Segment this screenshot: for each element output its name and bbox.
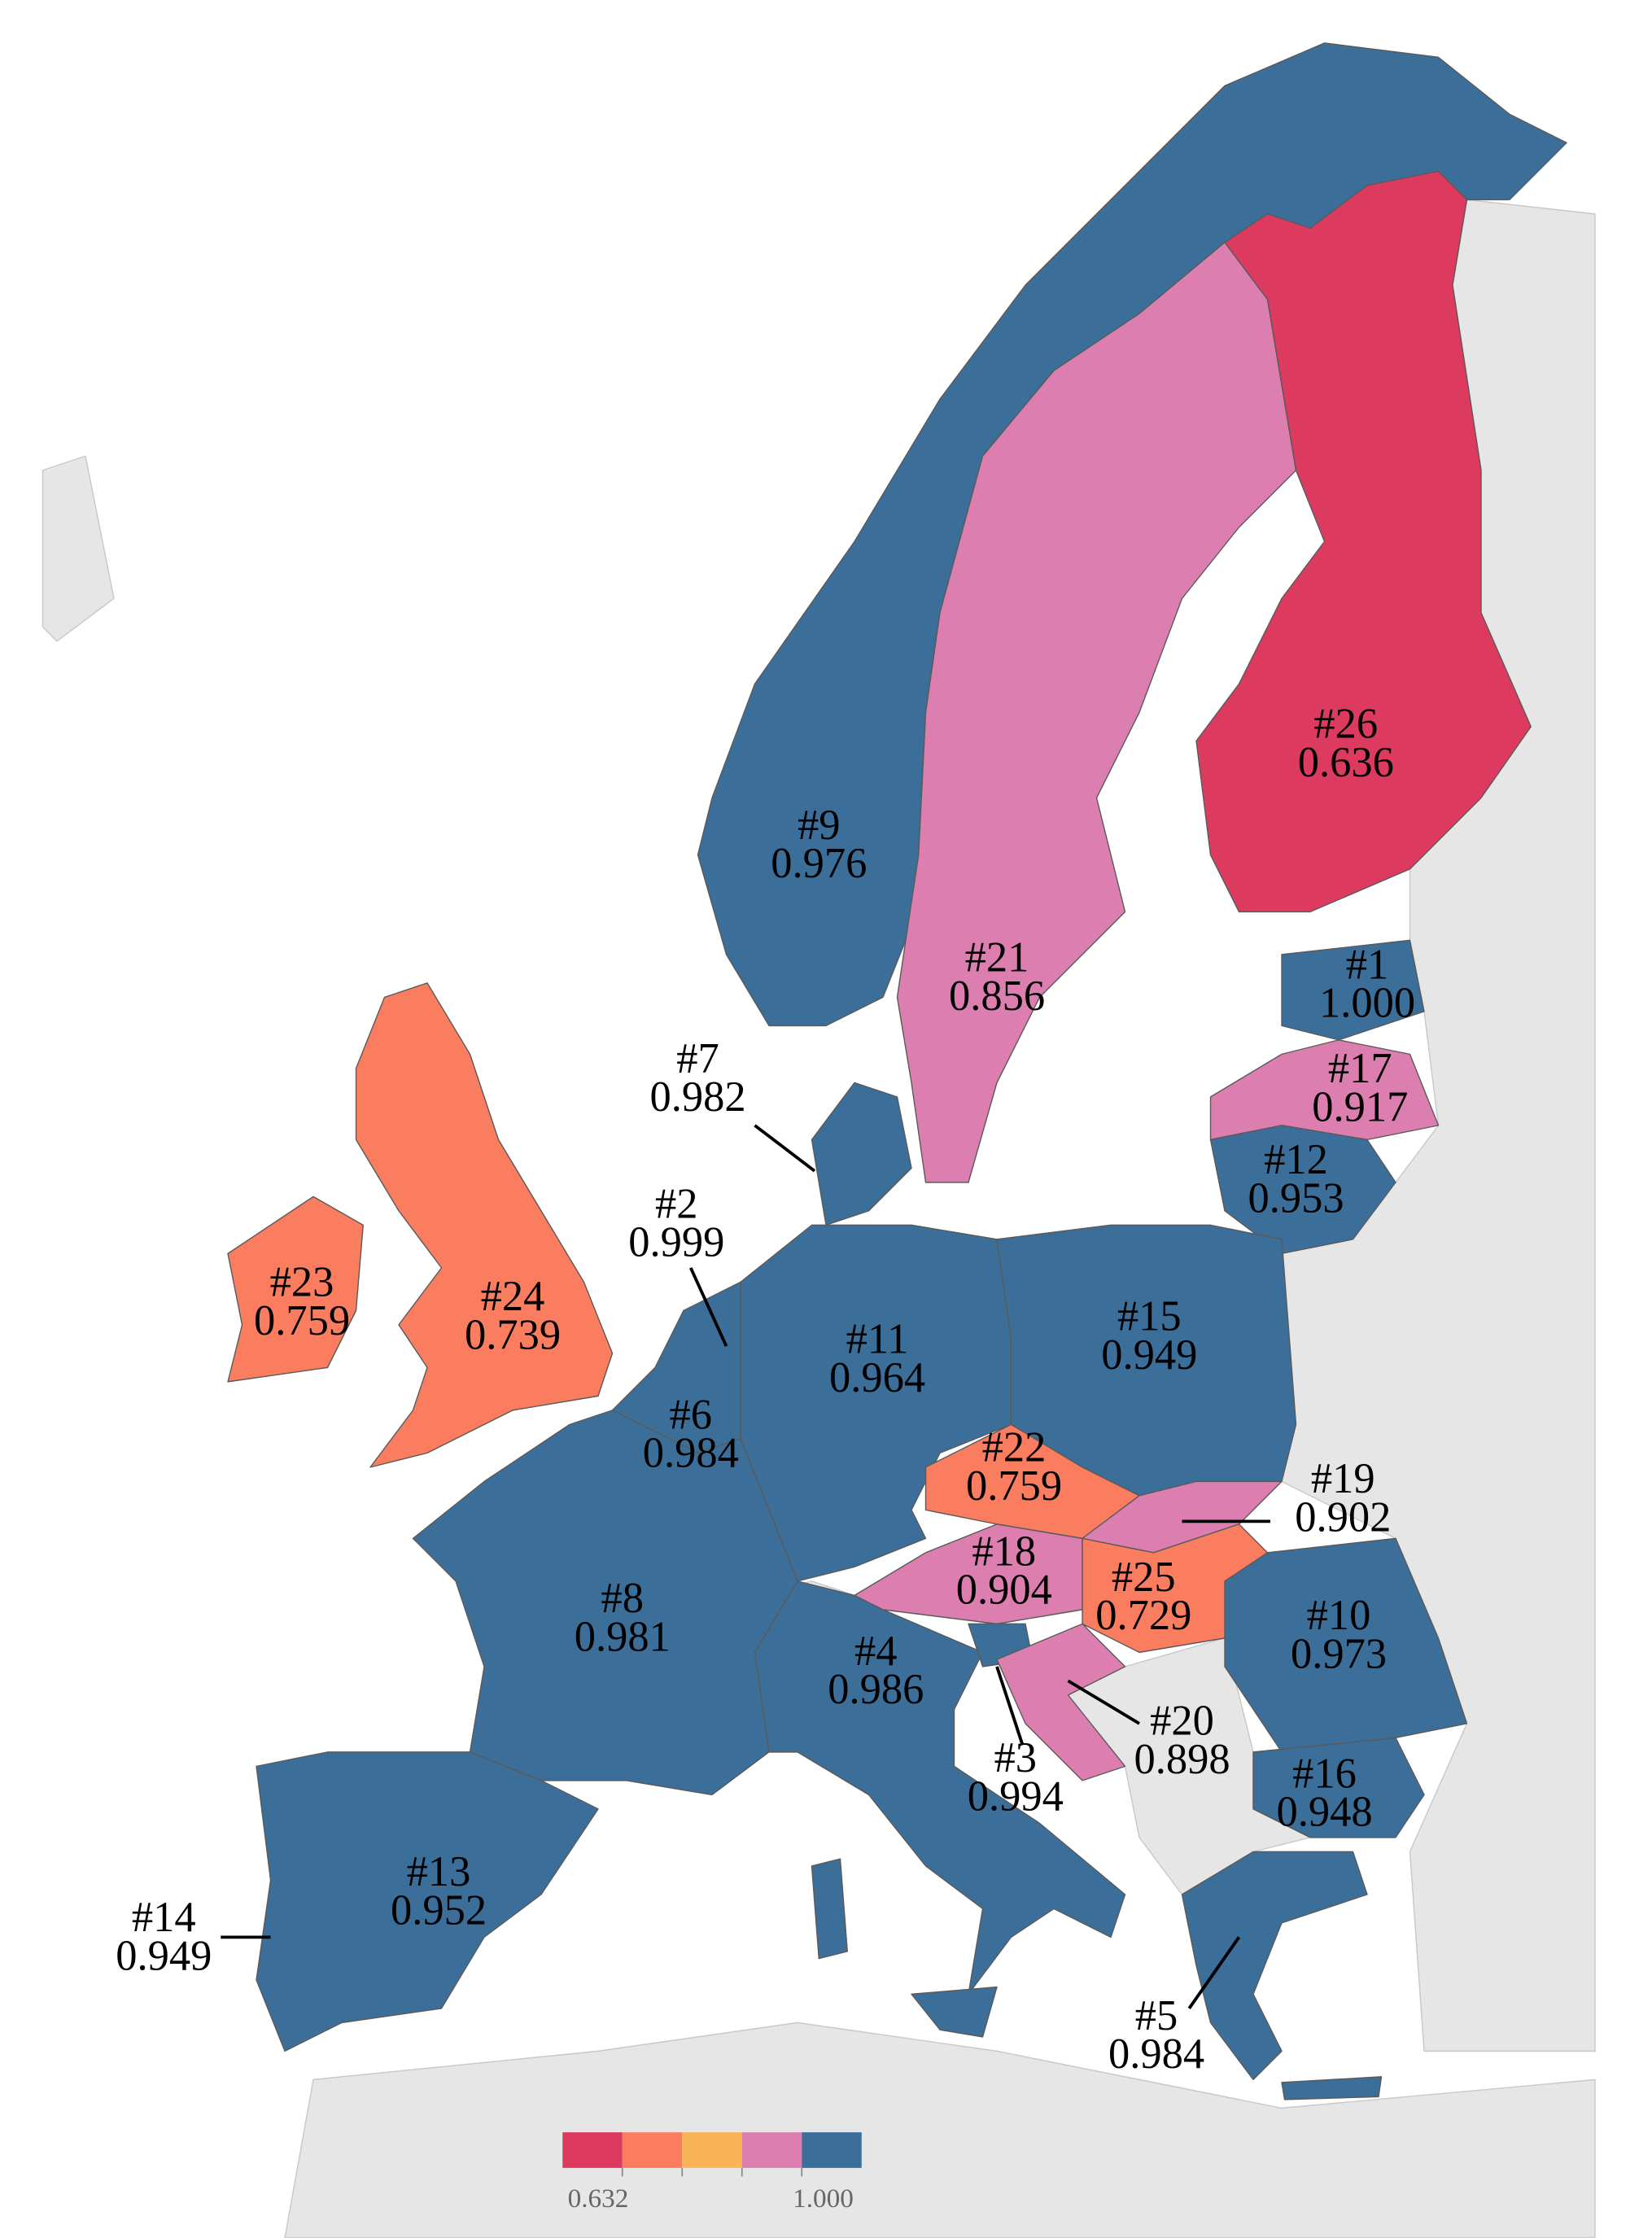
region-value: 0.898	[1134, 1736, 1230, 1783]
leader-line	[1067, 1679, 1140, 1725]
legend-swatch	[682, 2132, 742, 2168]
region-rank: #17	[1328, 1045, 1392, 1092]
region-value: 0.949	[1101, 1331, 1197, 1379]
legend-min-label: 0.632	[568, 2183, 629, 2214]
region-value: 0.999	[628, 1219, 724, 1266]
denmark	[811, 1082, 912, 1226]
uk	[355, 982, 614, 1468]
region-rank: #14	[132, 1894, 196, 1941]
leader-line	[1187, 1936, 1241, 2009]
legend-swatch	[802, 2132, 862, 2168]
sweden	[896, 242, 1297, 1183]
region-rank: #19	[1311, 1455, 1375, 1502]
region-rank: #1	[1346, 941, 1389, 988]
region-value: 0.759	[254, 1297, 350, 1344]
region-value: 0.973	[1291, 1630, 1387, 1677]
region-value: 0.729	[1095, 1592, 1191, 1639]
legend-swatch	[622, 2132, 683, 2168]
region-rank: #9	[798, 802, 841, 849]
region-rank: #24	[481, 1273, 545, 1320]
region-value: 0.984	[1108, 2030, 1204, 2078]
crete	[1281, 2076, 1383, 2100]
region-value: 0.948	[1276, 1789, 1372, 1836]
region-value: 0.636	[1298, 739, 1394, 786]
ireland	[227, 1195, 364, 1383]
land-south	[284, 2022, 1596, 2238]
region-rank: #25	[1112, 1554, 1176, 1601]
finland	[1195, 170, 1532, 913]
countries	[227, 42, 1567, 2100]
estonia	[1281, 939, 1425, 1041]
region-rank: #23	[270, 1259, 334, 1306]
germany	[740, 1224, 1012, 1582]
legend-swatch	[741, 2132, 802, 2168]
land-west	[42, 455, 115, 642]
region-rank: #5	[1135, 1992, 1178, 2039]
region-value: 1.000	[1319, 980, 1415, 1027]
legend-max-label: 1.000	[793, 2183, 854, 2214]
region-rank: #16	[1292, 1750, 1357, 1797]
bulgaria	[1252, 1737, 1425, 1838]
greece	[1181, 1851, 1368, 2081]
romania	[1224, 1537, 1468, 1753]
region-value: 0.953	[1248, 1174, 1344, 1222]
legend-swatch	[562, 2132, 623, 2168]
region-rank: #3	[994, 1734, 1038, 1781]
iberia	[256, 1751, 599, 2052]
legend: 0.632 1.000	[562, 2132, 862, 2214]
region-value: 0.976	[771, 840, 867, 887]
region-value: 0.902	[1295, 1493, 1391, 1541]
region-value: 0.982	[649, 1073, 745, 1121]
region-rank: #4	[854, 1628, 898, 1675]
sicily	[911, 1986, 998, 2038]
region-rank: #18	[972, 1528, 1036, 1575]
leader-line	[754, 1124, 816, 1173]
region-rank: #7	[676, 1035, 719, 1082]
region-rank: #10	[1307, 1592, 1371, 1639]
region-value: 0.984	[643, 1430, 739, 1477]
region-value: 0.917	[1312, 1083, 1408, 1130]
croatia	[996, 1623, 1126, 1781]
region-rank: #12	[1264, 1136, 1328, 1183]
region-rank: #15	[1117, 1293, 1182, 1340]
region-rank: #20	[1150, 1698, 1214, 1745]
region-value: 0.981	[575, 1613, 671, 1660]
region-value: 0.856	[949, 973, 1045, 1020]
region-rank: #21	[965, 934, 1029, 981]
region-value: 0.986	[828, 1666, 924, 1713]
lithuania	[1209, 1125, 1396, 1255]
leader-line	[688, 1267, 728, 1347]
region-value: 0.952	[391, 1886, 487, 1934]
region-rank: #6	[670, 1391, 713, 1438]
leader-line	[995, 1666, 1025, 1746]
region-value: 0.964	[829, 1354, 925, 1401]
region-rank: #8	[601, 1575, 645, 1622]
leader-lines	[221, 1124, 1270, 2009]
region-value: 0.994	[968, 1772, 1064, 1820]
region-value: 0.759	[966, 1462, 1062, 1510]
region-rank: #2	[655, 1180, 698, 1227]
region-rank: #22	[982, 1424, 1047, 1471]
region-value: 0.949	[116, 1932, 212, 1979]
region-value: 0.739	[465, 1311, 561, 1358]
region-rank: #13	[407, 1848, 471, 1895]
sardinia	[811, 1858, 848, 1960]
region-value: 0.904	[956, 1567, 1052, 1614]
region-rank: #11	[846, 1316, 909, 1363]
region-rank: #26	[1313, 701, 1378, 748]
labels: #11.000#20.999#30.994#40.986#50.984#60.9…	[116, 701, 1415, 2078]
